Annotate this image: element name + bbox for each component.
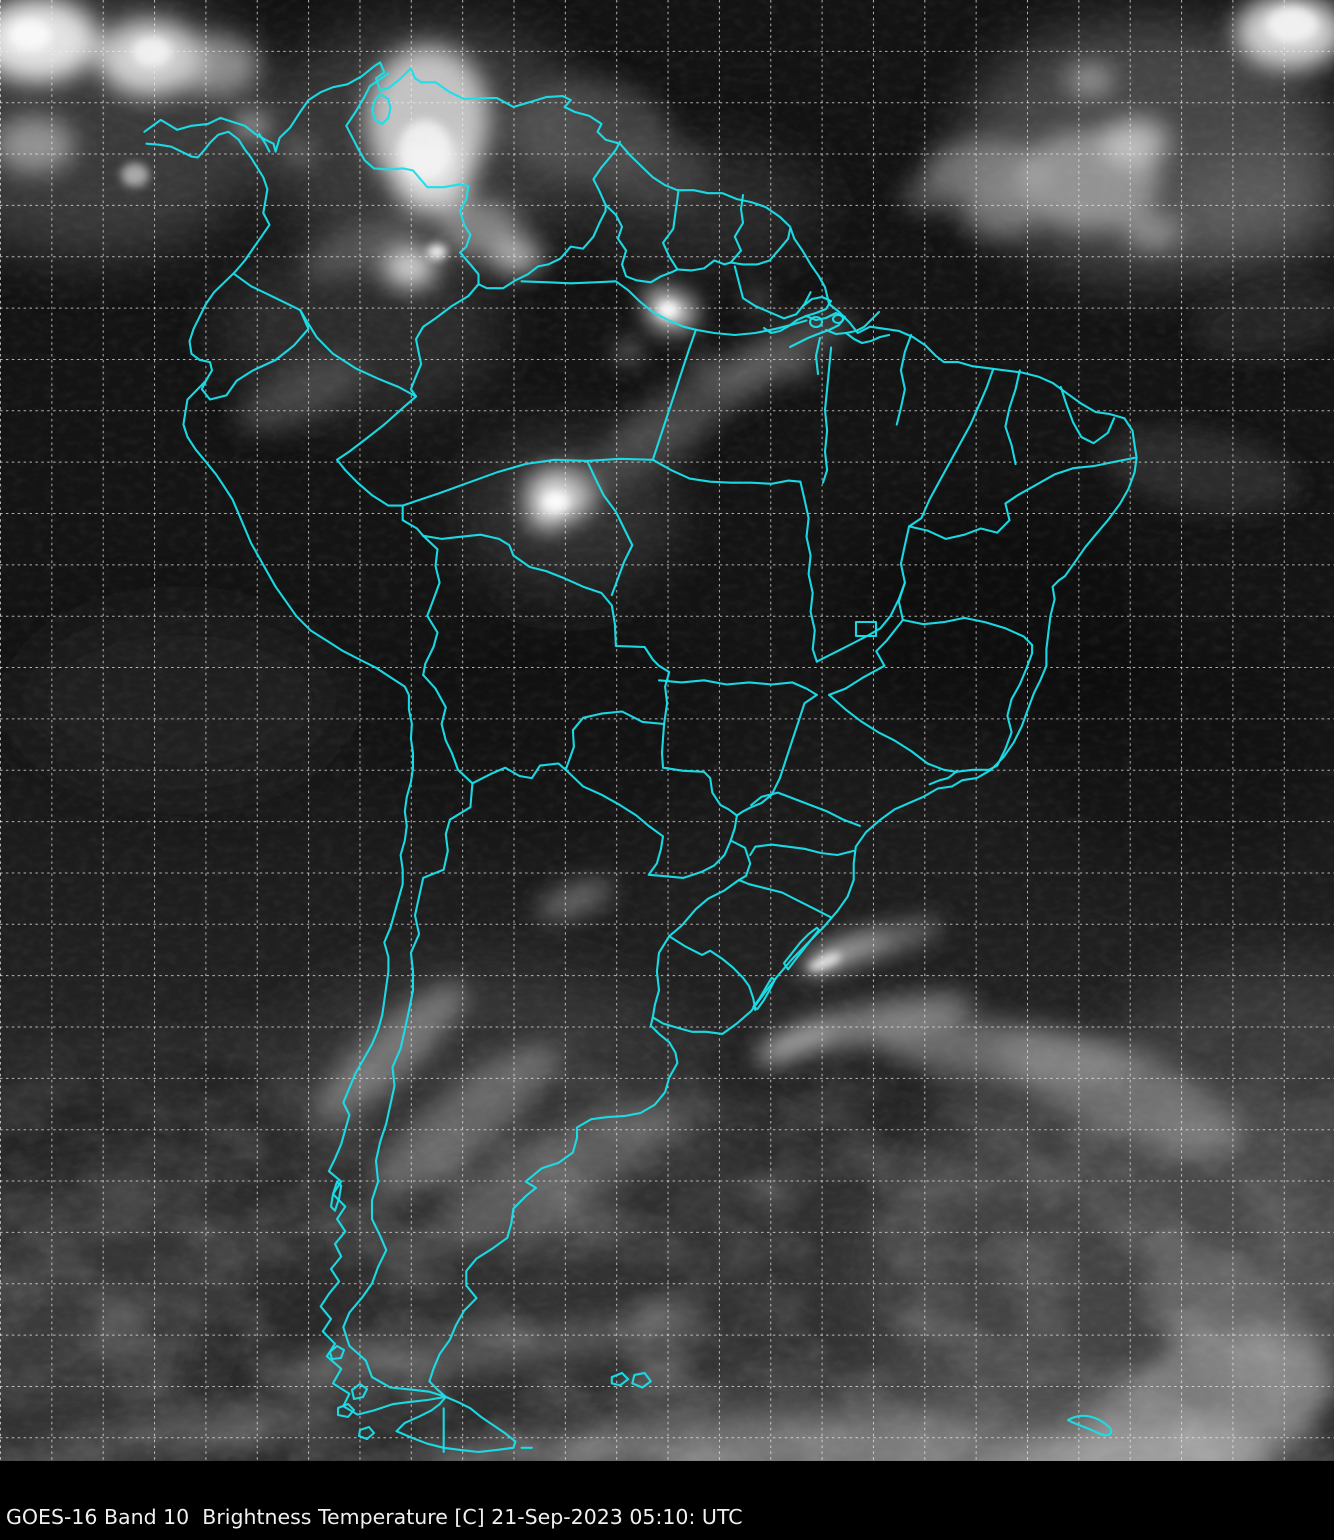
state-rondonia-matogrosso <box>586 459 634 597</box>
lake-maracaibo <box>370 94 392 125</box>
state-para-matogrosso <box>651 458 802 485</box>
state-goias-tocantins <box>815 581 906 663</box>
border-venezuela-brazil <box>477 203 607 290</box>
island-southgeorgia <box>1066 1414 1113 1437</box>
country-state-borders <box>143 61 1138 1454</box>
border-peru-bolivia <box>422 534 441 677</box>
fjord-islets-4 <box>328 1344 346 1361</box>
caption-text: GOES-16 Band 10 Brightness Temperature [… <box>6 1505 743 1529</box>
state-minas-espiritosanto <box>996 643 1034 767</box>
state-tocantins-line <box>821 346 833 484</box>
border-panama-colombia <box>258 132 271 153</box>
satellite-image <box>0 0 1334 1461</box>
state-araguaia-line <box>799 480 818 663</box>
lagoon-mirim <box>752 976 776 1011</box>
state-pernambuco-bahia <box>908 456 1136 540</box>
state-saopaulo-parana <box>750 791 861 827</box>
state-amapa-para <box>733 265 812 320</box>
border-colombia-venezuela <box>345 72 480 286</box>
state-amazonas-para-diagonal <box>651 328 697 461</box>
border-bolivia-brazil <box>422 533 671 726</box>
state-tocantins-bahia <box>897 525 911 622</box>
border-peru-brazil <box>336 395 425 537</box>
border-argentina-brazil <box>668 839 752 938</box>
border-uruguay-brazil <box>668 935 757 1012</box>
island-chiloe <box>329 1180 343 1212</box>
border-argentina-uruguay <box>651 935 671 1019</box>
border-argentina-chile <box>342 782 474 1398</box>
state-ms-saopaulo-parana <box>735 693 818 817</box>
border-bolivia-paraguay <box>564 710 666 771</box>
border-suriname-brazil <box>676 259 732 272</box>
state-ceara-rn-pb <box>1059 385 1116 445</box>
delta-channel-3 <box>824 310 881 336</box>
lagoon-patos <box>782 926 820 971</box>
state-maranhao-piaui <box>908 368 995 528</box>
state-santacatarina-rs <box>737 878 833 919</box>
island-falkland-west <box>610 1371 630 1387</box>
state-amazonas-south <box>401 457 654 507</box>
latlon-grid <box>0 0 1334 1461</box>
continent-coastline <box>143 61 1138 1416</box>
state-bahia-minas <box>901 616 1034 647</box>
delta-channel-2 <box>788 311 847 349</box>
state-parana-santacatarina <box>749 843 855 857</box>
fjord-islets-3 <box>357 1425 376 1441</box>
border-guyana-brazil <box>604 203 679 284</box>
border-bolivia-argentina <box>471 762 567 785</box>
fjord-islets-1 <box>350 1382 369 1401</box>
state-matogrosso-ms <box>657 679 818 696</box>
state-minas-saopaulo <box>828 693 958 773</box>
delta-channel-1 <box>762 295 833 335</box>
delta-loop-2 <box>831 314 845 324</box>
state-df-rectangle <box>854 620 878 638</box>
state-goias-minas <box>828 618 904 696</box>
border-ecuador-peru <box>200 309 310 401</box>
state-para-maranhao <box>895 333 913 426</box>
island-falkland-east <box>631 1371 652 1389</box>
border-colombia-brazil <box>409 283 480 398</box>
state-roraima-amazonas <box>520 280 697 331</box>
delta-loop-1 <box>808 315 824 329</box>
delta-channel-4 <box>844 331 891 345</box>
cloud-imagery-layer <box>0 0 1334 1461</box>
border-frenchguiana-brazil <box>729 227 792 266</box>
state-piaui-ceara <box>1004 369 1021 466</box>
border-venezuela-guyana <box>592 140 622 207</box>
border-argentina-paraguay <box>564 768 732 879</box>
island-tierradelfuego <box>395 1395 517 1454</box>
delta-tocantins <box>814 336 822 376</box>
border-bolivia-chile <box>422 674 474 785</box>
border-ecuador-colombia <box>233 273 302 312</box>
border-guyana-suriname <box>661 189 680 271</box>
border-peru-colombia <box>299 309 418 398</box>
border-suriname-frenchguiana <box>729 194 745 264</box>
caption-bar: GOES-16 Band 10 Brightness Temperature [… <box>0 1461 1334 1540</box>
fjord-islets-2 <box>336 1402 356 1419</box>
